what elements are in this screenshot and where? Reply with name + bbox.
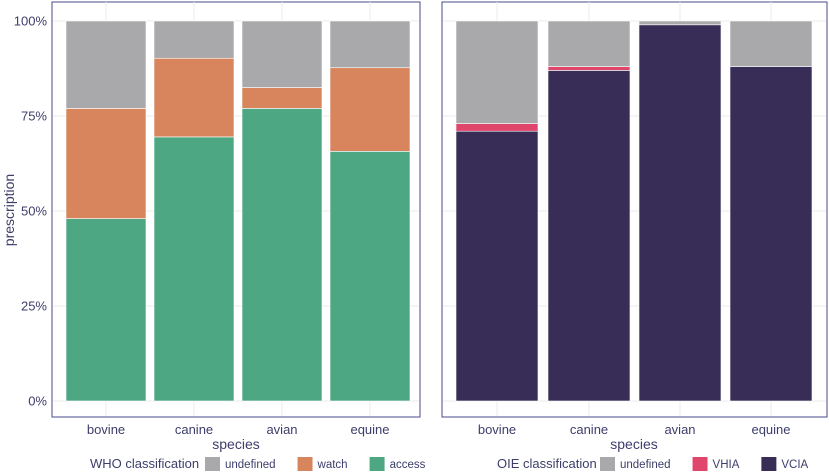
who-x-axis-title: species [212, 436, 259, 452]
who-x-tick-equine: equine [350, 422, 389, 437]
oie-legend-swatch-vcia [761, 457, 777, 471]
who-y-tick-3: 75% [21, 109, 47, 124]
oie-bar-canine-undefined [547, 20, 631, 67]
oie-legend-label-vcia: VCIA [781, 459, 808, 471]
who-legend-label-watch: watch [317, 459, 348, 471]
who-y-tick-1: 25% [21, 299, 47, 314]
who-x-tick-avian: avian [266, 422, 297, 437]
who-bar-bovine-undefined [65, 20, 147, 109]
who-y-tick-0: 0% [28, 394, 47, 409]
oie-panel: bovine canine avian equine species OIE clas… [441, 1, 828, 471]
who-y-axis: 0% 25% 50% 75% 100% [14, 14, 48, 409]
oie-bar-avian-undefined [638, 20, 722, 26]
oie-x-axis: bovine canine avian equine [478, 422, 791, 437]
who-panel-frame [51, 1, 421, 418]
y-axis-title: prescription [1, 174, 17, 246]
oie-x-tick-bovine: bovine [478, 422, 516, 437]
oie-panel-frame [441, 1, 828, 418]
who-bar-avian-access [241, 108, 323, 402]
oie-bar-bovine-undefined [455, 20, 539, 124]
who-legend: WHO classification undefined watch access [90, 456, 426, 471]
oie-legend-swatch-undefined [600, 457, 615, 471]
oie-x-tick-canine: canine [570, 422, 608, 437]
oie-legend: OIE classification undefined VHIA VCIA [497, 456, 809, 471]
oie-legend-label-undefined: undefined [620, 459, 671, 471]
who-x-tick-bovine: bovine [87, 422, 125, 437]
who-x-axis: bovine canine avian equine [87, 422, 390, 437]
who-bar-equine-undefined [329, 20, 411, 69]
who-bar-equine-watch [329, 67, 411, 152]
oie-x-tick-avian: avian [664, 422, 695, 437]
who-y-tick-2: 50% [21, 204, 47, 219]
who-legend-swatch-watch [297, 457, 313, 471]
oie-bar-bovine-vhia [455, 123, 539, 132]
oie-legend-label-vhia: VHIA [713, 459, 740, 471]
who-bar-canine-undefined [153, 20, 235, 59]
who-bar-canine-access [153, 136, 235, 402]
who-y-tick-4: 100% [14, 14, 48, 29]
oie-bar-canine-vcia [547, 70, 631, 402]
oie-bar-avian-vcia [638, 24, 722, 402]
who-legend-title: WHO classification [90, 456, 199, 471]
oie-bar-equine-vcia [729, 66, 813, 402]
who-legend-swatch-access [369, 457, 385, 471]
oie-legend-title: OIE classification [497, 456, 597, 471]
who-bar-bovine-access [65, 218, 147, 402]
oie-x-tick-equine: equine [751, 422, 790, 437]
who-bar-bovine-watch [65, 108, 147, 219]
who-legend-swatch-undefined [205, 457, 220, 471]
oie-bars [455, 20, 813, 402]
who-bar-avian-watch [241, 87, 323, 109]
who-bar-equine-access [329, 151, 411, 402]
who-x-tick-canine: canine [175, 422, 213, 437]
oie-x-axis-title: species [610, 436, 657, 452]
who-legend-label-undefined: undefined [225, 459, 276, 471]
who-bar-avian-undefined [241, 20, 323, 88]
who-legend-label-access: access [390, 459, 426, 471]
oie-legend-swatch-vhia [692, 457, 708, 471]
who-panel: 0%25%50%75%100% bovine canine avian equine … [1, 1, 426, 471]
oie-bar-equine-undefined [729, 20, 813, 67]
who-bar-canine-watch [153, 57, 235, 138]
oie-bar-canine-vhia [547, 66, 631, 71]
who-bars [65, 20, 411, 402]
oie-bar-bovine-vcia [455, 130, 539, 402]
